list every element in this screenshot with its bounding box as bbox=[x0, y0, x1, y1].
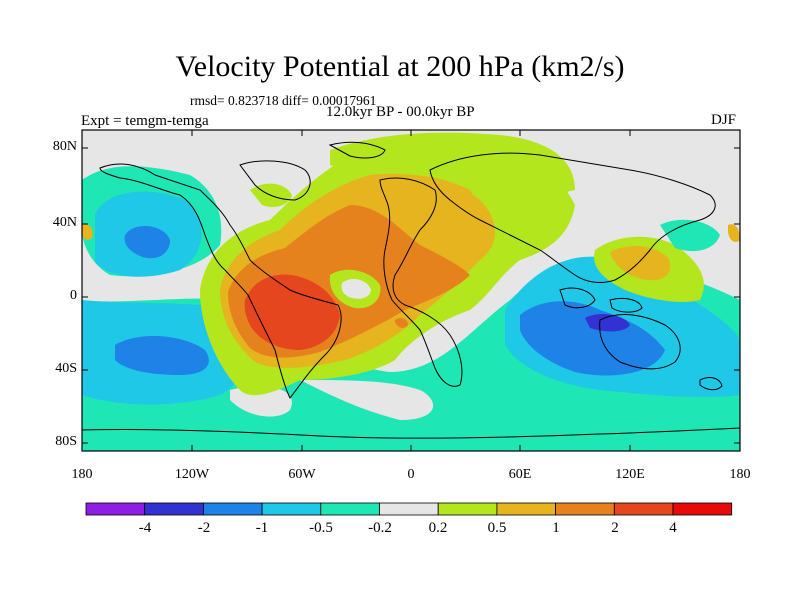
lon-label: 60W bbox=[288, 467, 316, 482]
axis-ticks bbox=[81, 130, 741, 451]
lat-label: 40N bbox=[52, 215, 77, 230]
colorbar-label: -0.2 bbox=[368, 520, 392, 536]
lon-label: 180 bbox=[729, 467, 751, 482]
colorbar-swatch bbox=[379, 502, 439, 516]
lat-label: 0 bbox=[70, 288, 77, 303]
lon-label: 60E bbox=[508, 467, 532, 482]
colorbar bbox=[85, 502, 733, 516]
lon-label: 180 bbox=[71, 467, 93, 482]
colorbar-swatch bbox=[144, 502, 204, 516]
colorbar-label: -4 bbox=[138, 520, 152, 536]
map-title: Velocity Potential at 200 hPa (km2/s) bbox=[175, 50, 625, 83]
colorbar-label: 0.2 bbox=[428, 520, 448, 536]
experiment-label: Expt = temgm-temga bbox=[81, 113, 209, 129]
contour-field bbox=[82, 130, 740, 451]
colorbar-swatch bbox=[202, 502, 263, 516]
colorbar-swatch bbox=[261, 502, 322, 516]
colorbar-label: 1 bbox=[552, 520, 560, 536]
colorbar-label: -0.5 bbox=[309, 520, 333, 536]
colorbar-swatch bbox=[437, 502, 498, 516]
colorbar-swatch bbox=[320, 502, 380, 516]
lat-label: 80S bbox=[55, 434, 77, 449]
stats-line: rmsd= 0.823718 diff= 0.00017961 bbox=[190, 93, 377, 108]
colorbar-swatch bbox=[613, 502, 674, 516]
colorbar-label: 2 bbox=[611, 520, 619, 536]
period-label: 12.0kyr BP - 00.0kyr BP bbox=[326, 104, 475, 120]
colorbar-label: -2 bbox=[197, 520, 211, 536]
colorbar-swatch bbox=[496, 502, 556, 516]
lat-label: 40S bbox=[55, 361, 77, 376]
colorbar-label: 0.5 bbox=[487, 520, 507, 536]
colorbar-swatch bbox=[555, 502, 615, 516]
lat-label: 80N bbox=[52, 139, 77, 154]
lon-label: 0 bbox=[407, 467, 415, 482]
lon-label: 120E bbox=[615, 467, 645, 482]
season-label: DJF bbox=[711, 112, 737, 128]
colorbar-label: 4 bbox=[669, 520, 677, 536]
coastlines bbox=[82, 141, 740, 439]
colorbar-swatch bbox=[672, 502, 733, 516]
lon-label: 120W bbox=[174, 467, 210, 482]
colorbar-label: -1 bbox=[255, 520, 269, 536]
colorbar-swatch bbox=[85, 502, 146, 516]
